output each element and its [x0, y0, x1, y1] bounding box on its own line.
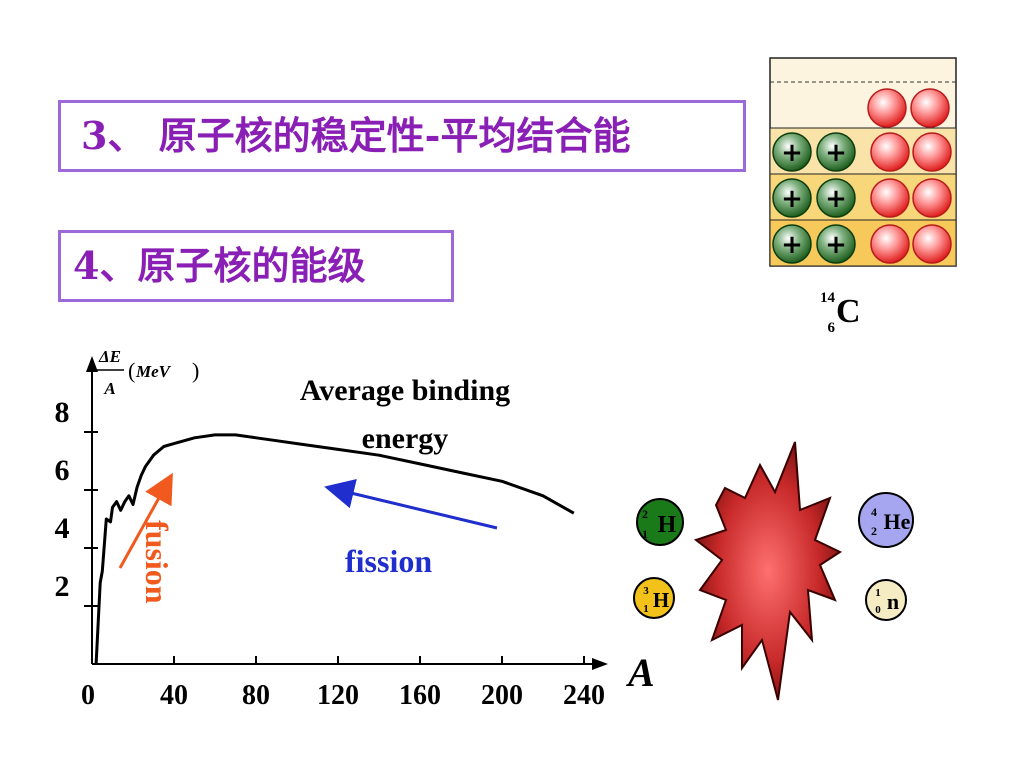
deuterium-circle — [636, 498, 684, 546]
helium-circle — [858, 492, 914, 548]
helium-charge: 2 — [871, 524, 877, 538]
neutron-circle — [865, 579, 907, 621]
helium-mass: 4 — [871, 505, 877, 519]
tritium-mass: 3 — [643, 585, 649, 597]
y-tick-label: 2 — [55, 570, 70, 603]
x-tick-label: 240 — [563, 680, 605, 711]
fission-arrow — [324, 479, 498, 530]
chart-title-line2: energy — [362, 422, 449, 455]
ylabel-paren-open: ( — [128, 358, 135, 383]
proton-plus-sign: + — [781, 138, 803, 168]
carbon-mass-number: 14 — [820, 290, 836, 306]
proton-ball — [772, 178, 812, 218]
tritium-charge: 1 — [643, 603, 649, 615]
y-tick-label: 4 — [55, 512, 70, 545]
helium-symbol: He — [884, 509, 911, 534]
fusion-arrow — [118, 472, 173, 569]
x-tick-label: 40 — [160, 680, 188, 711]
neutron-mass: 1 — [875, 587, 881, 599]
proton-ball — [772, 224, 812, 264]
carbon-symbol: C — [836, 293, 861, 330]
deuterium-symbol: H — [658, 512, 677, 538]
neutron-ball — [910, 88, 950, 128]
neutron-ball — [912, 224, 952, 264]
deuterium-charge: 1 — [642, 527, 648, 541]
fusion-label: fusion — [139, 520, 175, 604]
neutron-ball — [870, 132, 910, 172]
neutron-ball — [870, 224, 910, 264]
tritium-circle — [633, 577, 675, 619]
proton-plus-sign: + — [781, 184, 803, 214]
y-tick-label: 6 — [55, 454, 70, 487]
proton-plus-sign: + — [825, 184, 847, 214]
ylabel-denominator: A — [103, 379, 115, 398]
x-axis-arrow — [592, 658, 608, 670]
proton-ball — [816, 132, 856, 172]
title-stability-text: 3、 原子核的稳定性-平均结合能 — [81, 113, 631, 158]
deuterium-mass: 2 — [642, 507, 648, 521]
proton-ball — [816, 178, 856, 218]
neutron-ball — [912, 132, 952, 172]
ylabel-unit: MeV — [135, 362, 172, 381]
xlabel: A — [625, 650, 655, 695]
title-stability-binding-energy: 3、 原子核的稳定性-平均结合能 — [58, 100, 746, 172]
binding-energy-chart: 0 40 80 120 160 200 240 2 4 6 8 ΔE A ( MeV ) Avera… — [55, 347, 655, 711]
neutron-ball — [870, 178, 910, 218]
x-tick-label: 200 — [481, 680, 523, 711]
title-energy-levels-text: 4、原子核的能级 — [73, 243, 366, 288]
explosion-burst — [693, 441, 843, 701]
neutron-symbol: n — [887, 589, 899, 614]
tritium-symbol: H — [653, 588, 669, 612]
ylabel-numerator: ΔE — [98, 347, 121, 366]
neutron-ball — [912, 178, 952, 218]
title-nuclear-energy-levels: 4、原子核的能级 — [58, 230, 454, 302]
carbon-atomic-number: 6 — [828, 320, 836, 336]
neutron-charge: 0 — [875, 604, 881, 616]
chart-title-line1: Average binding — [300, 374, 510, 407]
fusion-reaction-illustration: H 2 1 H 3 1 He 4 2 n 1 0 — [633, 441, 914, 701]
proton-ball — [772, 132, 812, 172]
proton-ball — [816, 224, 856, 264]
binding-energy-curve — [94, 433, 575, 665]
x-tick-label: 80 — [242, 680, 270, 711]
y-axis-arrow — [86, 356, 98, 372]
fission-label: fission — [345, 543, 432, 579]
proton-plus-sign: + — [825, 138, 847, 168]
ylabel-paren-close: ) — [192, 358, 199, 383]
x-tick-label: 120 — [317, 680, 359, 711]
carbon-nucleus-diagram: + + + + + + C 14 6 — [769, 57, 957, 336]
x-tick-label: 0 — [81, 680, 95, 711]
y-tick-label: 8 — [55, 396, 70, 429]
x-tick-label: 160 — [399, 680, 441, 711]
proton-plus-sign: + — [781, 230, 803, 260]
neutron-ball — [867, 88, 907, 128]
proton-plus-sign: + — [825, 230, 847, 260]
